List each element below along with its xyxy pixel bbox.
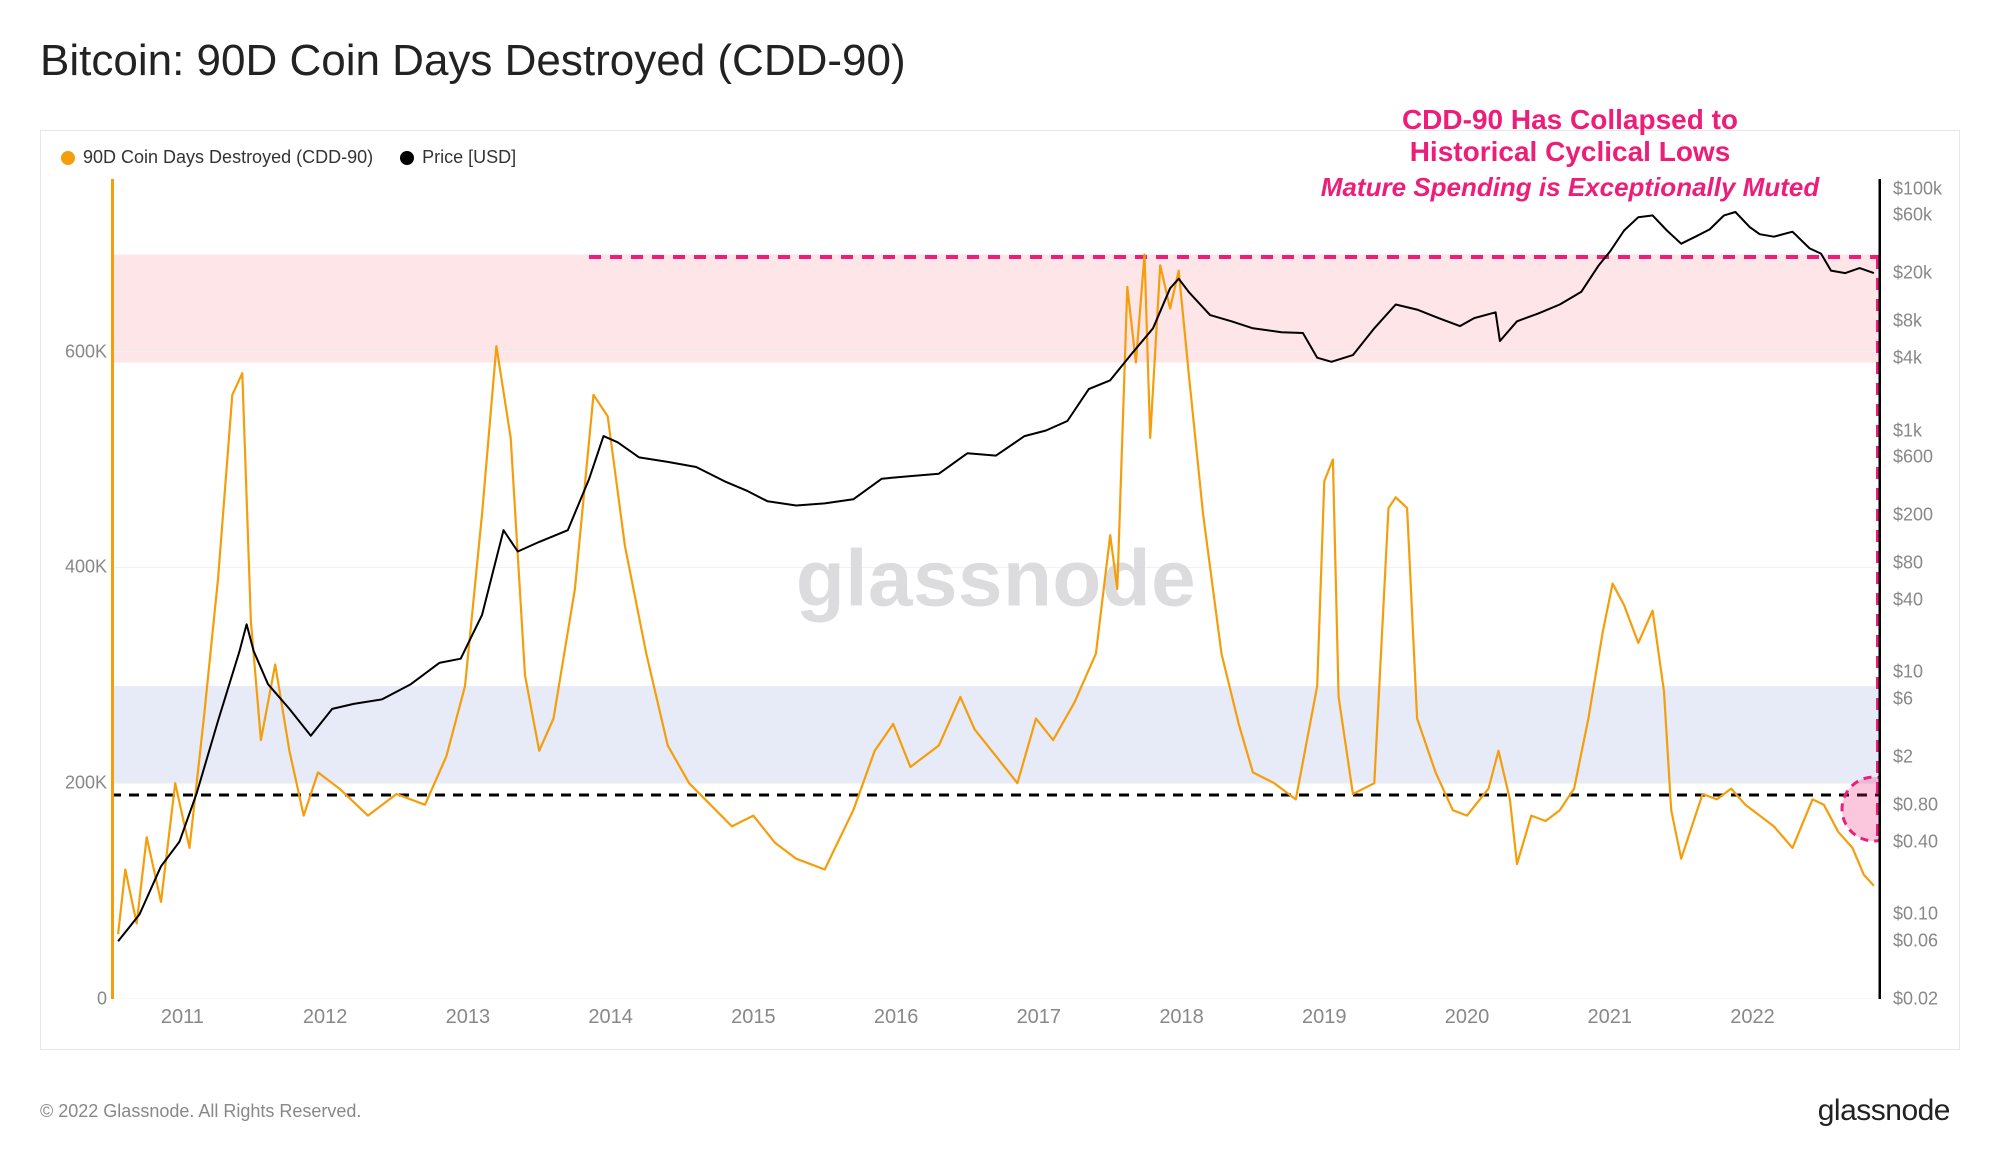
annotation-title-line2: Historical Cyclical Lows bbox=[1410, 136, 1731, 167]
legend-item-cdd: 90D Coin Days Destroyed (CDD-90) bbox=[61, 147, 373, 168]
chart-container: 90D Coin Days Destroyed (CDD-90) Price [… bbox=[40, 130, 1960, 1050]
legend-label-cdd: 90D Coin Days Destroyed (CDD-90) bbox=[83, 147, 373, 168]
svg-text:glassnode: glassnode bbox=[796, 533, 1196, 622]
legend-dot-price bbox=[400, 151, 414, 165]
legend-item-price: Price [USD] bbox=[400, 147, 516, 168]
footer-copyright: © 2022 Glassnode. All Rights Reserved. bbox=[40, 1101, 361, 1122]
annotation-title: CDD-90 Has Collapsed to Historical Cycli… bbox=[1180, 104, 1960, 168]
footer-brand: glassnode bbox=[1818, 1094, 1950, 1128]
annotation-subtitle: Mature Spending is Exceptionally Muted bbox=[1180, 172, 1960, 203]
legend: 90D Coin Days Destroyed (CDD-90) Price [… bbox=[61, 147, 538, 170]
chart-title: Bitcoin: 90D Coin Days Destroyed (CDD-90… bbox=[40, 36, 906, 86]
annotation-title-line1: CDD-90 Has Collapsed to bbox=[1402, 104, 1738, 135]
chart-svg: glassnode bbox=[111, 179, 1881, 999]
plot-area: glassnode bbox=[111, 179, 1881, 999]
legend-dot-cdd bbox=[61, 151, 75, 165]
legend-label-price: Price [USD] bbox=[422, 147, 516, 168]
